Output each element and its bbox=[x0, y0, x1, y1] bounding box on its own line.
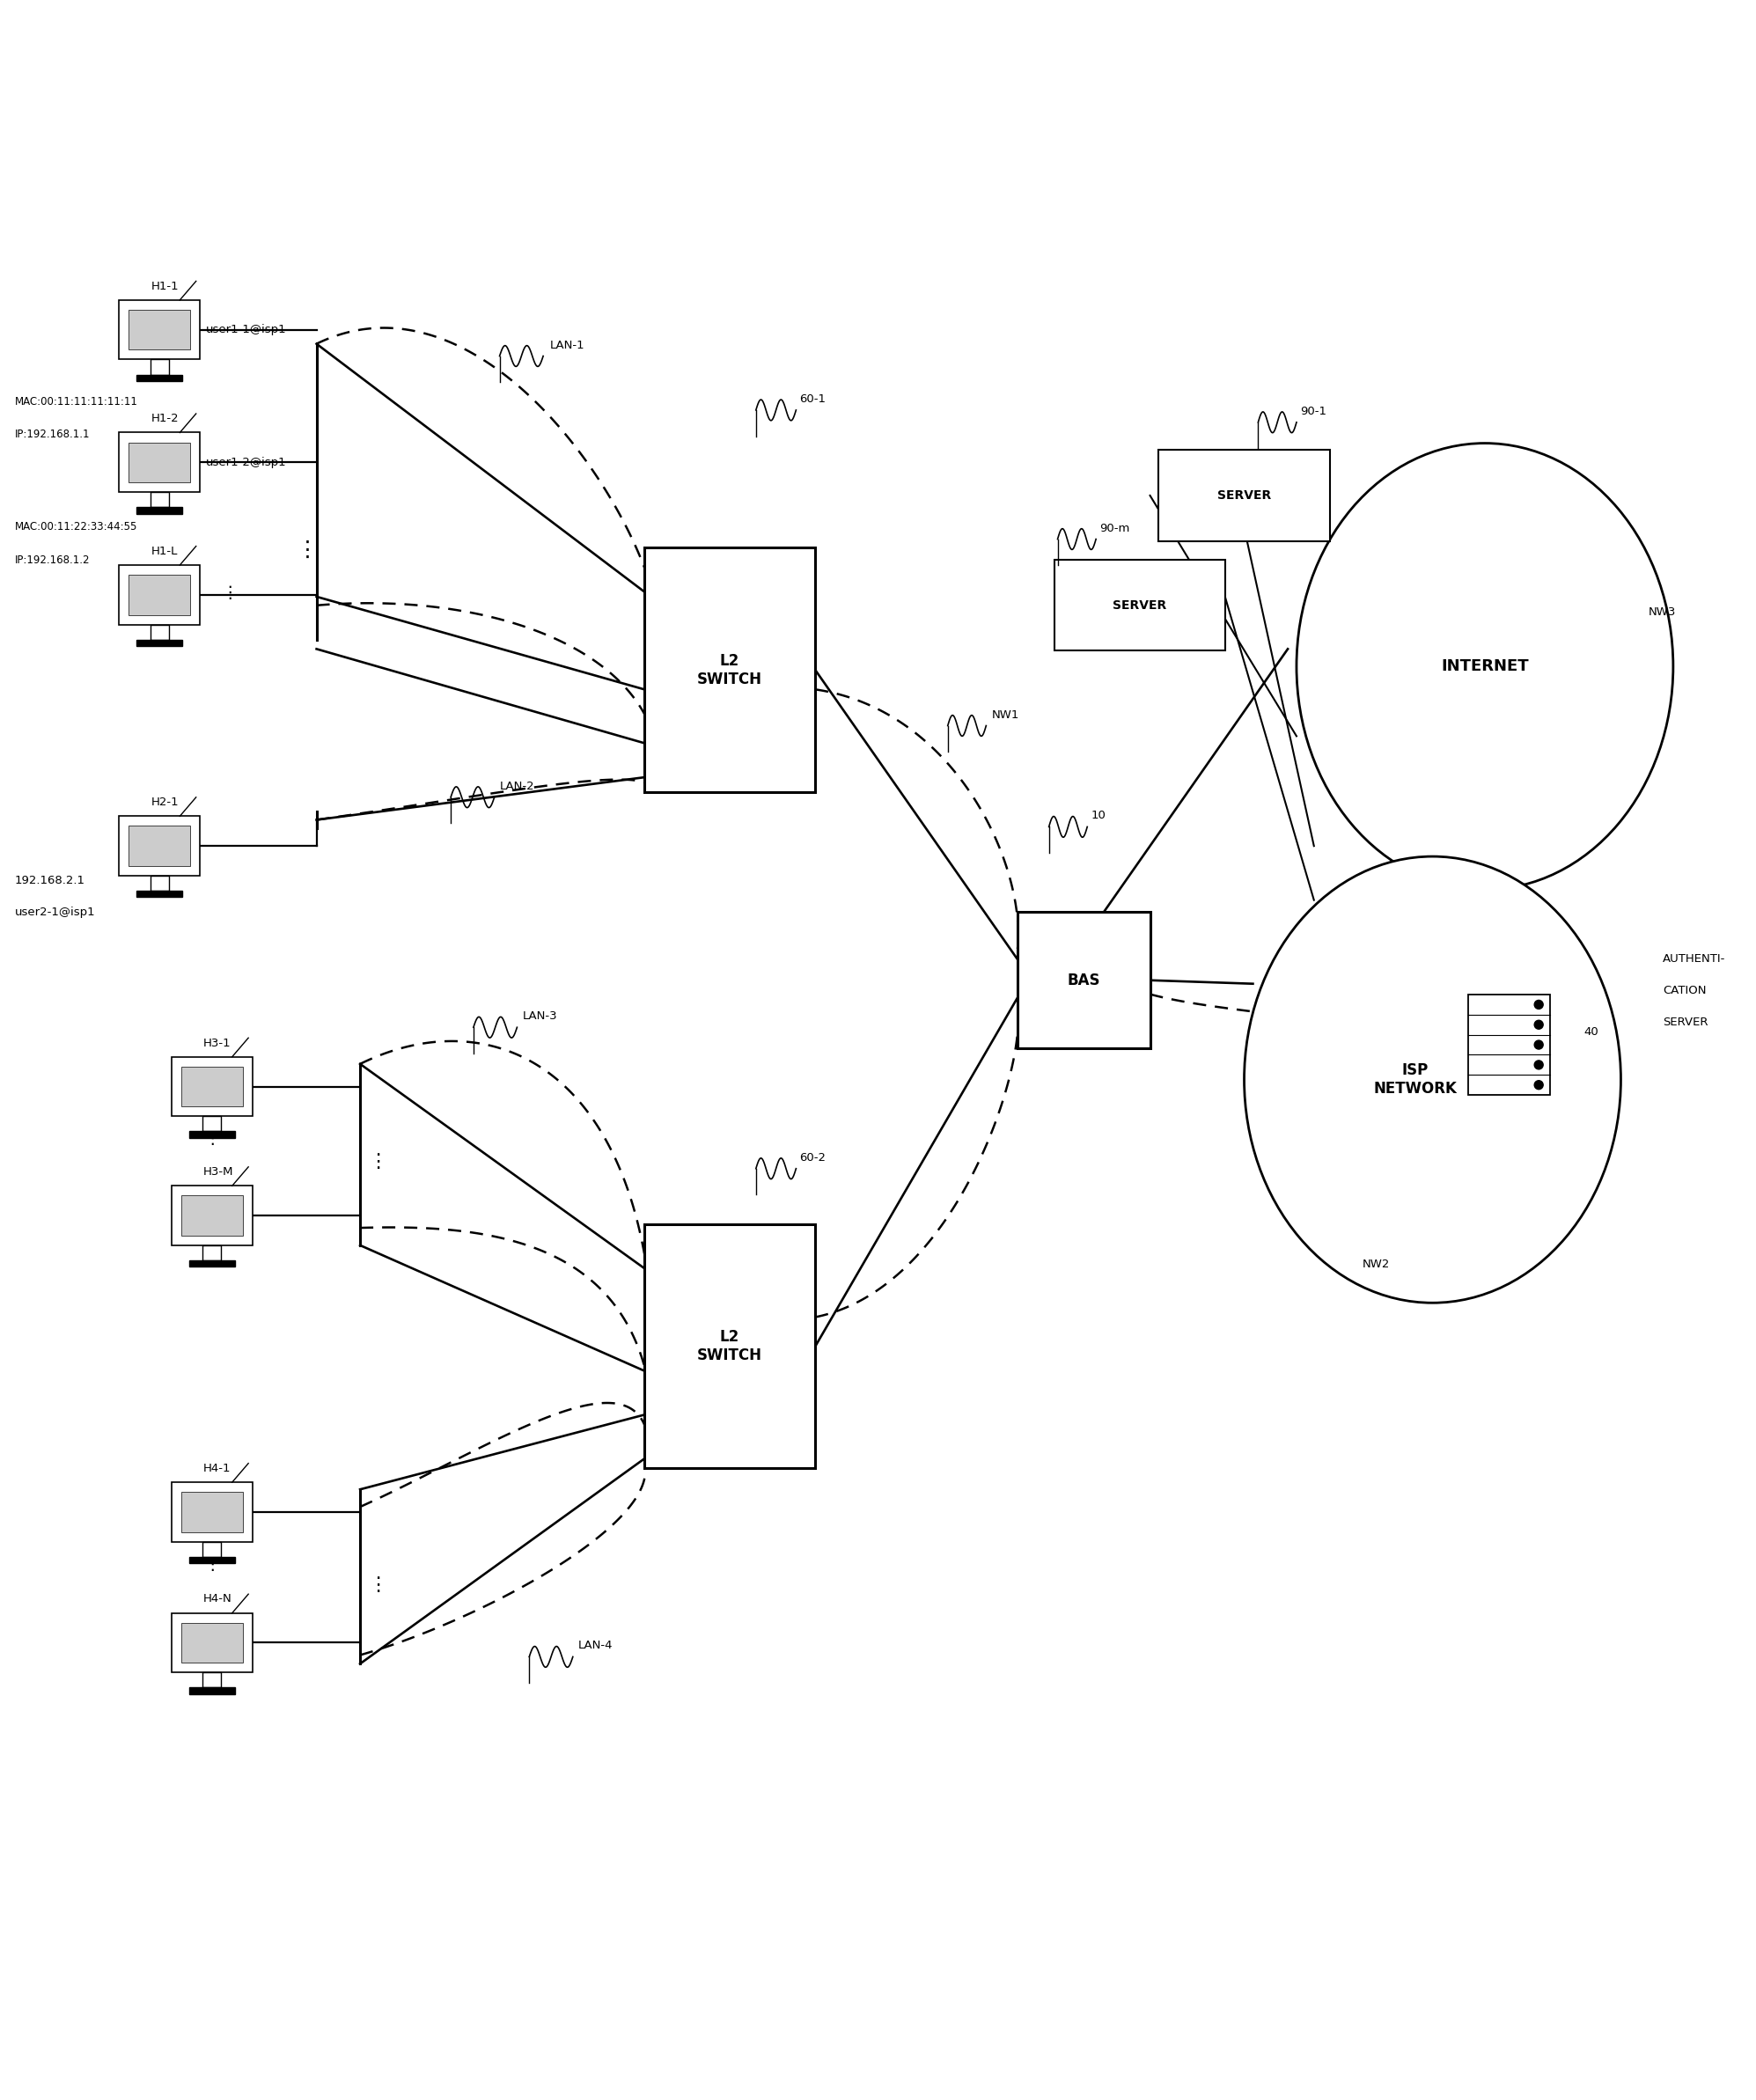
Text: IP:192.168.1.1: IP:192.168.1.1 bbox=[14, 428, 90, 441]
Text: NW1: NW1 bbox=[992, 710, 1018, 720]
Bar bbox=[149, 491, 169, 508]
Bar bbox=[181, 1623, 242, 1663]
Bar bbox=[202, 1541, 221, 1556]
Bar bbox=[128, 311, 190, 351]
Bar bbox=[119, 300, 200, 359]
Text: LAN-3: LAN-3 bbox=[522, 1010, 557, 1023]
Bar bbox=[190, 1688, 235, 1695]
Bar bbox=[137, 374, 183, 380]
Circle shape bbox=[1535, 1021, 1544, 1029]
Text: 40: 40 bbox=[1584, 1027, 1600, 1037]
Bar bbox=[137, 890, 183, 897]
Text: SERVER: SERVER bbox=[1663, 1016, 1709, 1027]
Text: CATION: CATION bbox=[1663, 985, 1707, 995]
Text: H1-2: H1-2 bbox=[151, 414, 179, 424]
Bar bbox=[202, 1117, 221, 1132]
Text: user1-1@isp1: user1-1@isp1 bbox=[205, 323, 286, 336]
Circle shape bbox=[1535, 1060, 1544, 1069]
Text: ⋮: ⋮ bbox=[367, 1153, 388, 1170]
Text: user2-1@isp1: user2-1@isp1 bbox=[14, 907, 95, 918]
Text: L2
SWITCH: L2 SWITCH bbox=[697, 653, 762, 687]
Text: ⋮: ⋮ bbox=[221, 584, 237, 601]
Bar bbox=[172, 1186, 253, 1245]
Text: ⋮: ⋮ bbox=[204, 1130, 221, 1147]
Bar bbox=[1054, 561, 1226, 651]
Text: user1-2@isp1: user1-2@isp1 bbox=[205, 456, 286, 468]
Text: 10: 10 bbox=[1090, 811, 1106, 821]
Bar bbox=[181, 1067, 242, 1107]
Bar bbox=[1159, 449, 1329, 542]
Text: 90-1: 90-1 bbox=[1299, 405, 1326, 418]
Bar bbox=[149, 624, 169, 640]
Text: 60-1: 60-1 bbox=[799, 393, 825, 405]
Text: BAS: BAS bbox=[1068, 972, 1101, 989]
Bar bbox=[172, 1613, 253, 1672]
Text: SERVER: SERVER bbox=[1113, 598, 1166, 611]
Text: 60-2: 60-2 bbox=[799, 1153, 825, 1163]
Ellipse shape bbox=[1296, 443, 1673, 890]
Text: AUTHENTI-: AUTHENTI- bbox=[1663, 953, 1726, 966]
Bar bbox=[181, 1195, 242, 1235]
Text: SERVER: SERVER bbox=[1217, 489, 1271, 502]
Bar bbox=[644, 548, 815, 792]
Bar bbox=[1017, 911, 1150, 1048]
Bar bbox=[190, 1556, 235, 1562]
Bar bbox=[128, 575, 190, 615]
Text: LAN-1: LAN-1 bbox=[550, 340, 585, 351]
Text: H1-L: H1-L bbox=[151, 546, 177, 557]
Text: H3-M: H3-M bbox=[204, 1166, 234, 1178]
Text: NW2: NW2 bbox=[1363, 1258, 1391, 1270]
Bar bbox=[190, 1132, 235, 1138]
Text: ⋮: ⋮ bbox=[204, 1556, 221, 1573]
Text: H4-N: H4-N bbox=[204, 1594, 232, 1604]
Bar bbox=[1468, 995, 1551, 1094]
Text: LAN-4: LAN-4 bbox=[578, 1640, 613, 1651]
Bar bbox=[119, 433, 200, 491]
Circle shape bbox=[1535, 1000, 1544, 1008]
Circle shape bbox=[1535, 1040, 1544, 1050]
Text: LAN-2: LAN-2 bbox=[500, 781, 534, 792]
Bar bbox=[119, 817, 200, 876]
Text: H2-1: H2-1 bbox=[151, 796, 179, 808]
Bar bbox=[181, 1491, 242, 1533]
Text: H4-1: H4-1 bbox=[204, 1464, 230, 1474]
Text: MAC:00:11:22:33:44:55: MAC:00:11:22:33:44:55 bbox=[14, 521, 137, 533]
Bar bbox=[149, 359, 169, 374]
Text: INTERNET: INTERNET bbox=[1442, 659, 1529, 674]
Text: H1-1: H1-1 bbox=[151, 281, 179, 292]
Bar bbox=[128, 443, 190, 483]
Text: L2
SWITCH: L2 SWITCH bbox=[697, 1329, 762, 1363]
Bar bbox=[202, 1672, 221, 1688]
Bar bbox=[149, 876, 169, 890]
Text: ⋮: ⋮ bbox=[367, 1577, 388, 1594]
Text: 90-m: 90-m bbox=[1099, 523, 1129, 533]
Ellipse shape bbox=[1245, 857, 1621, 1302]
Bar bbox=[190, 1260, 235, 1266]
Bar bbox=[119, 565, 200, 624]
Text: MAC:00:11:11:11:11:11: MAC:00:11:11:11:11:11 bbox=[14, 395, 139, 407]
Text: IP:192.168.1.2: IP:192.168.1.2 bbox=[14, 554, 90, 565]
Bar bbox=[128, 825, 190, 865]
Bar bbox=[644, 1224, 815, 1468]
Text: 192.168.2.1: 192.168.2.1 bbox=[14, 876, 86, 886]
Text: ⋮: ⋮ bbox=[297, 540, 320, 561]
Bar bbox=[137, 508, 183, 515]
Bar bbox=[172, 1483, 253, 1541]
Bar bbox=[202, 1245, 221, 1260]
Circle shape bbox=[1535, 1082, 1544, 1090]
Text: ISP
NETWORK: ISP NETWORK bbox=[1373, 1063, 1457, 1096]
Bar bbox=[172, 1056, 253, 1117]
Text: H3-1: H3-1 bbox=[204, 1037, 232, 1048]
Text: NW3: NW3 bbox=[1649, 607, 1677, 617]
Bar bbox=[137, 640, 183, 647]
